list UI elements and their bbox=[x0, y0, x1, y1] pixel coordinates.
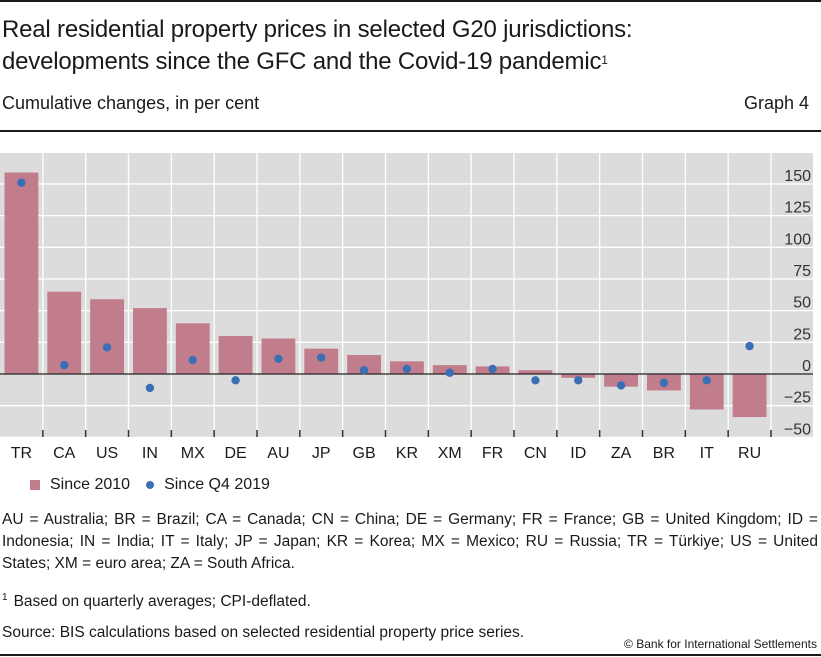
title-line-2: developments since the GFC and the Covid… bbox=[2, 46, 632, 78]
top-rule bbox=[0, 0, 821, 2]
x-tick-label-US: US bbox=[96, 445, 118, 462]
bar-GB bbox=[347, 354, 382, 374]
dot-FR bbox=[488, 364, 497, 374]
x-tick-label-KR: KR bbox=[396, 445, 418, 462]
source-note: Source: BIS calculations based on select… bbox=[2, 624, 525, 641]
footnote-mark: 1 bbox=[2, 592, 8, 603]
y-tick-label-150: 150 bbox=[784, 168, 811, 185]
y-tick-label-25: 25 bbox=[793, 326, 811, 343]
x-tick-label-BR: BR bbox=[653, 445, 675, 462]
y-tick-label-100: 100 bbox=[784, 231, 811, 248]
y-tick-label-75: 75 bbox=[793, 263, 811, 280]
dot-BR bbox=[659, 378, 669, 388]
dot-XM bbox=[445, 368, 454, 377]
dot-AU bbox=[274, 354, 283, 363]
dot-MX bbox=[188, 355, 197, 365]
y-tick-label-125: 125 bbox=[784, 200, 811, 217]
y-tick-label-0: 0 bbox=[802, 358, 811, 375]
x-tick-label-AU: AU bbox=[267, 445, 289, 462]
dot-KR bbox=[402, 364, 412, 374]
x-axis-ticks bbox=[42, 430, 772, 437]
dots-since-q4-2019 bbox=[17, 178, 754, 393]
dot-RU bbox=[745, 341, 754, 351]
x-tick-label-ZA: ZA bbox=[611, 445, 632, 462]
bar-ID bbox=[561, 374, 596, 378]
vertical-gridlines bbox=[42, 153, 772, 437]
dot-TR bbox=[17, 178, 26, 187]
x-tick-label-CN: CN bbox=[524, 445, 547, 462]
legend: Since 2010 Since Q4 2019 bbox=[30, 476, 270, 494]
bar-ZA bbox=[604, 374, 639, 387]
header-rule bbox=[0, 130, 821, 132]
chart-title: Real residential property prices in sele… bbox=[2, 14, 633, 78]
dot-IN bbox=[145, 383, 155, 393]
bar-RU bbox=[732, 374, 767, 418]
y-tick-label-50: 50 bbox=[793, 295, 811, 312]
x-axis-labels: TR CA US IN MX DE AU JP GB KR XM FR CN ID ZA BR IT RU bbox=[11, 445, 761, 462]
title-footnote-mark: 1 bbox=[601, 53, 608, 67]
x-tick-label-XM: XM bbox=[438, 445, 462, 462]
x-tick-label-MX: MX bbox=[181, 445, 205, 462]
bar-US bbox=[90, 299, 125, 374]
legend-square-icon bbox=[30, 480, 40, 490]
bar-CN bbox=[518, 370, 553, 374]
bars-since-2010 bbox=[4, 172, 767, 418]
title-line-1: Real residential property prices in sele… bbox=[2, 16, 633, 43]
x-tick-label-IN: IN bbox=[142, 445, 158, 462]
dot-JP bbox=[317, 353, 326, 362]
x-tick-label-GB: GB bbox=[353, 445, 376, 462]
dot-CA bbox=[60, 360, 69, 370]
legend-label-since-q4-2019: Since Q4 2019 bbox=[164, 476, 270, 493]
graph-number: Graph 4 bbox=[743, 93, 809, 113]
bottom-rule bbox=[0, 654, 821, 656]
y-tick-label--50: −50 bbox=[784, 421, 811, 438]
x-tick-label-DE: DE bbox=[224, 445, 246, 462]
bar-MX bbox=[175, 323, 210, 374]
bar-DE bbox=[218, 335, 253, 374]
x-tick-label-FR: FR bbox=[482, 445, 503, 462]
x-tick-label-TR: TR bbox=[11, 445, 32, 462]
abbreviations-note: AU = Australia; BR = Brazil; CA = Canada… bbox=[2, 511, 818, 572]
x-tick-label-CA: CA bbox=[53, 445, 76, 462]
x-tick-label-RU: RU bbox=[738, 445, 761, 462]
copyright: © Bank for International Settlements bbox=[624, 637, 817, 651]
dot-IT bbox=[702, 376, 711, 385]
dot-ID bbox=[574, 376, 583, 385]
dot-DE bbox=[231, 376, 240, 385]
chart-subtitle: Cumulative changes, in per cent bbox=[2, 93, 260, 113]
bar-CA bbox=[47, 291, 82, 374]
y-axis-labels: −50 −25 0 25 50 75 100 125 150 bbox=[784, 168, 811, 438]
bar-IN bbox=[132, 308, 167, 374]
legend-dot-icon bbox=[146, 481, 155, 489]
dot-ZA bbox=[616, 381, 626, 390]
dot-US bbox=[102, 343, 112, 352]
footnote-text: Based on quarterly averages; CPI-deflate… bbox=[13, 593, 311, 611]
y-tick-label--25: −25 bbox=[784, 390, 811, 407]
x-tick-label-JP: JP bbox=[312, 445, 331, 462]
x-tick-label-ID: ID bbox=[570, 445, 586, 462]
dot-CN bbox=[531, 376, 540, 385]
x-tick-label-IT: IT bbox=[700, 445, 714, 462]
footnote: 1 Based on quarterly averages; CPI-deflat… bbox=[2, 587, 818, 613]
title-line-2-text: developments since the GFC and the Covid… bbox=[2, 48, 602, 75]
bar-TR bbox=[4, 172, 39, 374]
dot-GB bbox=[359, 365, 369, 375]
bar-chart: −50 −25 0 25 50 75 100 125 150 TR CA US IN MX DE AU JP G… bbox=[0, 153, 813, 462]
legend-label-since-2010: Since 2010 bbox=[50, 476, 131, 493]
